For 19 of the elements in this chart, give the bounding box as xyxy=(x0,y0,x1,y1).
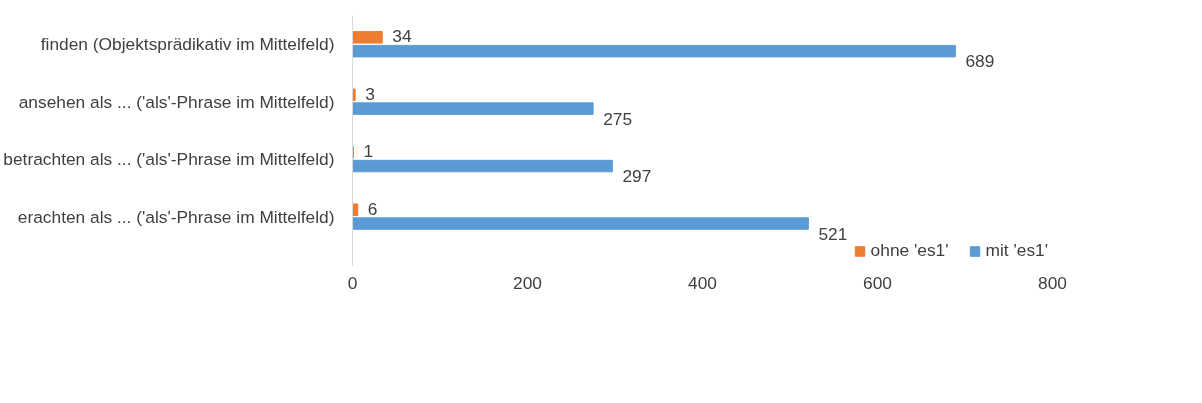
y-tick-label: betrachten als ... ('als'-Phrase im Mittelfeld) xyxy=(3,149,335,170)
y-tick-label: erachten als ... ('als'-Phrase im Mittelfeld) xyxy=(17,206,335,227)
legend-label: ohne 'es1' xyxy=(870,240,949,261)
x-tick-label: 800 xyxy=(1038,272,1067,293)
data-label: 6 xyxy=(367,198,378,219)
x-tick-label: 600 xyxy=(863,272,892,293)
data-label: 521 xyxy=(818,223,848,244)
legend-label: mit 'es1' xyxy=(985,240,1048,261)
x-tick-label: 0 xyxy=(347,272,358,293)
data-label: 297 xyxy=(622,166,652,187)
x-tick-label: 200 xyxy=(513,272,542,293)
data-label: 34 xyxy=(392,26,412,47)
data-label: 689 xyxy=(965,51,995,72)
data-label: 3 xyxy=(365,83,375,104)
y-tick-label: ansehen als ... ('als'-Phrase im Mittelfeld) xyxy=(18,91,335,112)
y-tick-label: finden (Objektsprädikativ im Mittelfeld) xyxy=(40,34,335,55)
data-label: 1 xyxy=(363,141,374,162)
data-label: 275 xyxy=(603,108,633,129)
x-tick-label: 400 xyxy=(688,272,717,293)
